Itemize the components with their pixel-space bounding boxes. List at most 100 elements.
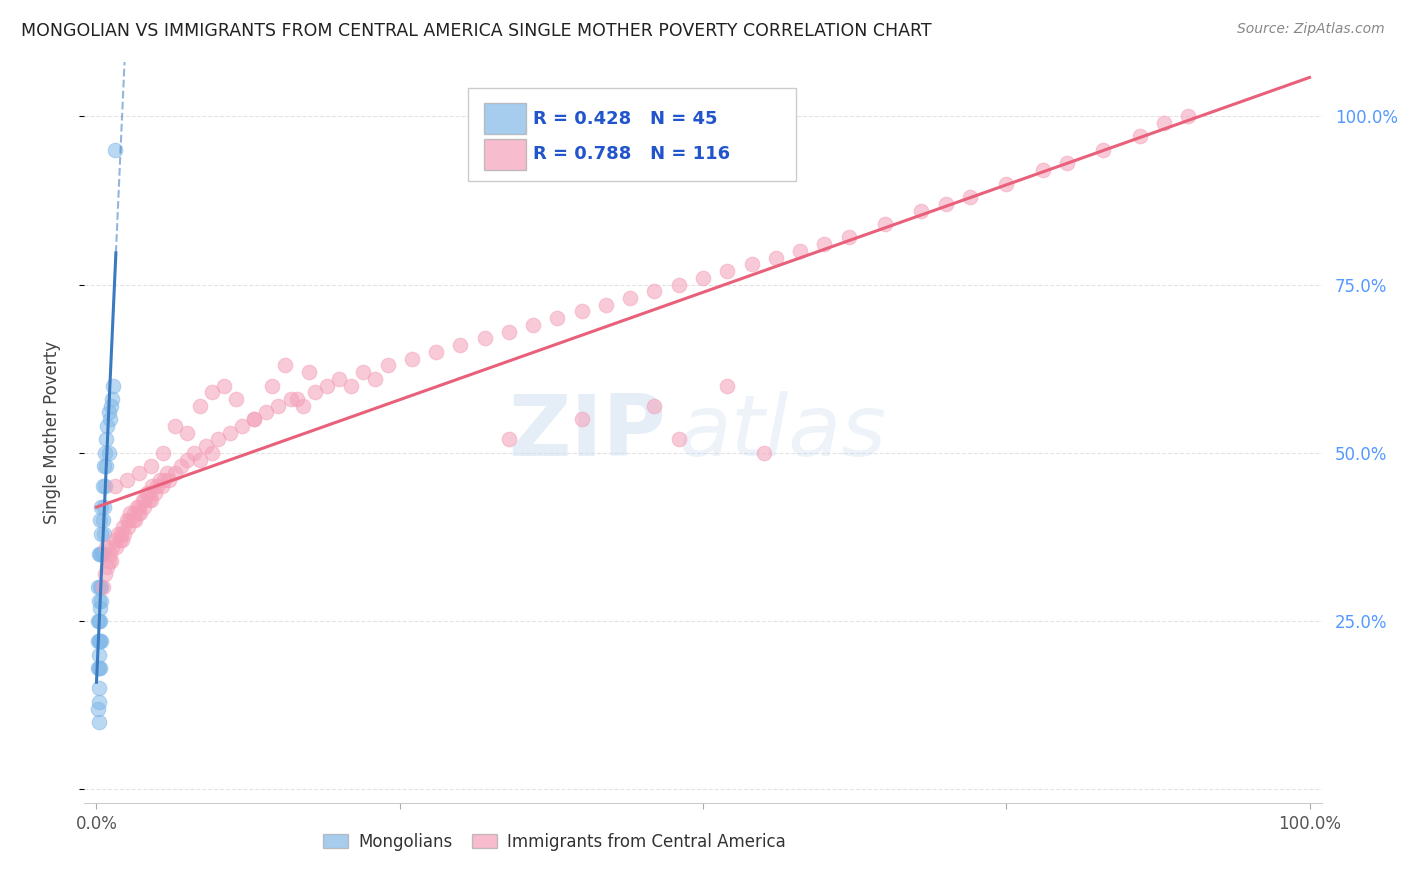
- Point: [101, 392, 124, 406]
- Point: [243, 412, 266, 426]
- Point: [231, 418, 253, 433]
- Point: [90, 581, 112, 595]
- Point: [254, 405, 277, 419]
- Point: [91, 479, 114, 493]
- Point: [364, 372, 387, 386]
- Point: [340, 378, 363, 392]
- Point: [212, 378, 235, 392]
- Point: [97, 405, 120, 419]
- Point: [86, 634, 108, 648]
- Point: [89, 614, 111, 628]
- Point: [87, 634, 110, 648]
- Point: [838, 230, 860, 244]
- Point: [112, 520, 135, 534]
- Point: [86, 661, 108, 675]
- Point: [96, 418, 118, 433]
- Point: [129, 507, 152, 521]
- Point: [668, 433, 690, 447]
- Text: MONGOLIAN VS IMMIGRANTS FROM CENTRAL AMERICA SINGLE MOTHER POVERTY CORRELATION C: MONGOLIAN VS IMMIGRANTS FROM CENTRAL AME…: [21, 22, 932, 40]
- Point: [267, 399, 290, 413]
- Point: [90, 526, 112, 541]
- Point: [91, 581, 114, 595]
- Point: [146, 479, 169, 493]
- Point: [139, 459, 162, 474]
- Point: [498, 433, 520, 447]
- Point: [139, 486, 162, 500]
- Point: [1092, 143, 1115, 157]
- Point: [98, 547, 121, 561]
- Point: [97, 446, 120, 460]
- Point: [716, 378, 738, 392]
- FancyBboxPatch shape: [484, 138, 526, 169]
- Point: [87, 695, 110, 709]
- Point: [138, 492, 160, 507]
- Point: [87, 614, 110, 628]
- Text: R = 0.428   N = 45: R = 0.428 N = 45: [533, 110, 718, 128]
- Point: [668, 277, 690, 292]
- Point: [104, 540, 127, 554]
- Point: [139, 492, 162, 507]
- Point: [935, 196, 957, 211]
- Point: [280, 392, 302, 406]
- Point: [148, 473, 170, 487]
- Point: [91, 513, 114, 527]
- Point: [91, 547, 114, 561]
- Text: Source: ZipAtlas.com: Source: ZipAtlas.com: [1237, 22, 1385, 37]
- Point: [571, 412, 593, 426]
- Point: [89, 547, 111, 561]
- Point: [93, 500, 115, 514]
- Point: [127, 507, 149, 521]
- Point: [643, 399, 665, 413]
- Point: [194, 439, 217, 453]
- Point: [176, 452, 198, 467]
- Point: [108, 533, 131, 548]
- Point: [741, 257, 763, 271]
- Point: [141, 479, 163, 493]
- Point: [873, 217, 896, 231]
- Point: [157, 473, 180, 487]
- Point: [104, 479, 127, 493]
- Point: [643, 285, 665, 299]
- Point: [107, 526, 129, 541]
- Point: [117, 520, 139, 534]
- Point: [474, 331, 496, 345]
- FancyBboxPatch shape: [484, 103, 526, 135]
- Point: [124, 513, 146, 527]
- Point: [87, 661, 110, 675]
- Point: [262, 378, 284, 392]
- Point: [112, 526, 135, 541]
- Text: ZIP: ZIP: [508, 391, 666, 475]
- Point: [87, 594, 110, 608]
- Point: [156, 466, 179, 480]
- Point: [104, 533, 127, 548]
- Point: [96, 560, 118, 574]
- Point: [188, 452, 211, 467]
- Point: [94, 479, 117, 493]
- Point: [93, 459, 115, 474]
- Point: [152, 446, 174, 460]
- Point: [125, 500, 148, 514]
- Point: [910, 203, 932, 218]
- Point: [122, 513, 145, 527]
- Point: [153, 473, 176, 487]
- Point: [128, 500, 150, 514]
- Text: R = 0.788   N = 116: R = 0.788 N = 116: [533, 145, 731, 163]
- Point: [89, 661, 111, 675]
- Point: [120, 507, 142, 521]
- Point: [546, 311, 568, 326]
- Point: [789, 244, 811, 258]
- Point: [449, 338, 471, 352]
- Point: [1129, 129, 1152, 144]
- Point: [97, 553, 120, 567]
- Point: [1153, 116, 1175, 130]
- Point: [692, 270, 714, 285]
- Point: [128, 466, 150, 480]
- Point: [110, 526, 132, 541]
- Point: [183, 446, 205, 460]
- Point: [134, 492, 156, 507]
- Point: [115, 473, 138, 487]
- Point: [201, 385, 224, 400]
- Point: [352, 365, 374, 379]
- Point: [619, 291, 641, 305]
- Point: [1177, 109, 1199, 123]
